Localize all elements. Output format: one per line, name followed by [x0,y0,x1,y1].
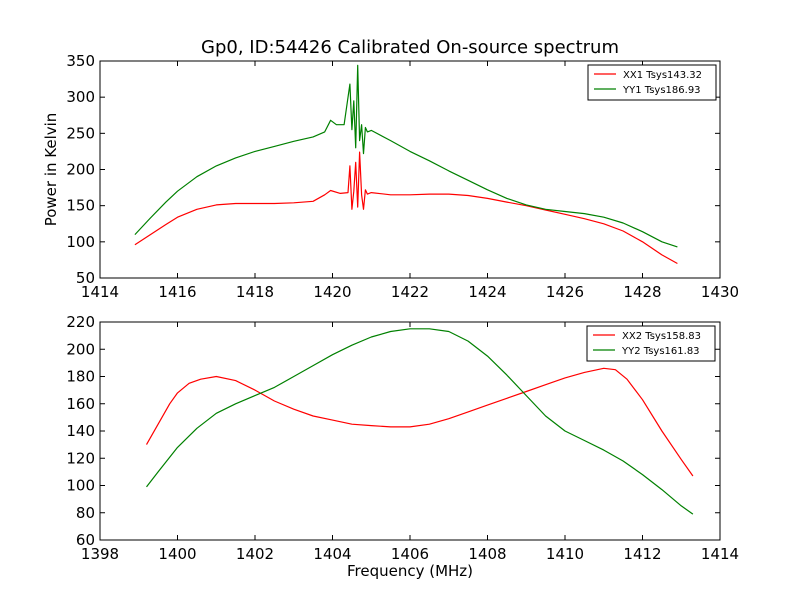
legend-box [587,64,717,101]
series-line-yy2 [146,328,694,515]
y-axis-label: Power in Kelvin [42,113,60,227]
y-tick-label: 220 [66,313,95,331]
y-tick-label: 100 [66,233,95,251]
x-tick-label: 1414 [701,545,739,563]
series-line-xx2 [145,367,694,477]
x-tick-label: 1398 [81,545,119,563]
y-tick-label: 140 [66,422,95,440]
bottom-panel: 1398 1400 1402 1404 1406 1408 1410 1412 1414 60 80… [66,313,739,580]
y-tick-label: 150 [66,197,95,215]
legend: XX2 Tsys158.83 YY2 Tsys161.83 [586,325,716,362]
x-tick-label: 1408 [468,545,506,563]
x-tick-label: 1418 [236,283,274,301]
y-tick-label: 200 [66,161,95,179]
legend-entry: XX2 Tsys158.83 [622,331,701,342]
x-tick-label: 1428 [623,283,661,301]
y-tick-label: 250 [66,124,95,142]
y-tick-label: 160 [66,395,95,413]
x-axis-label: Frequency (MHz) [347,562,473,580]
y-tick-label: 200 [66,340,95,358]
y-tick-label: 350 [66,52,95,70]
x-tick-label: 1430 [701,283,739,301]
legend-entry: YY2 Tsys161.83 [621,346,700,357]
legend-box [586,325,716,362]
top-panel: 1414 1416 1418 1420 1422 1424 1426 1428 1430 50 10… [42,52,739,301]
x-tick-label: 1404 [313,545,351,563]
x-tick-label: 1420 [313,283,351,301]
legend-entry: XX1 Tsys143.32 [623,70,702,81]
x-tick-label: 1414 [81,283,119,301]
x-tick-label: 1416 [158,283,196,301]
y-tick-label: 50 [76,269,95,287]
x-tick-label: 1422 [391,283,429,301]
x-tick-label: 1400 [158,545,196,563]
legend-entry: YY1 Tsys186.93 [622,85,701,96]
x-tick-label: 1402 [236,545,274,563]
y-tick-label: 80 [76,504,95,522]
y-tick-label: 60 [76,531,95,549]
x-tick-label: 1410 [546,545,584,563]
legend: XX1 Tsys143.32 YY1 Tsys186.93 [587,64,717,101]
series-line-yy1 [134,64,678,248]
y-tick-label: 180 [66,368,95,386]
series-line-xx1 [134,151,678,265]
x-tick-label: 1412 [623,545,661,563]
x-tick-label: 1426 [546,283,584,301]
x-tick-label: 1424 [468,283,506,301]
y-tick-label: 100 [66,477,95,495]
x-tick-label: 1406 [391,545,429,563]
chart-title: Gp0, ID:54426 Calibrated On-source spect… [201,37,619,58]
y-tick-label: 120 [66,449,95,467]
y-tick-label: 300 [66,88,95,106]
